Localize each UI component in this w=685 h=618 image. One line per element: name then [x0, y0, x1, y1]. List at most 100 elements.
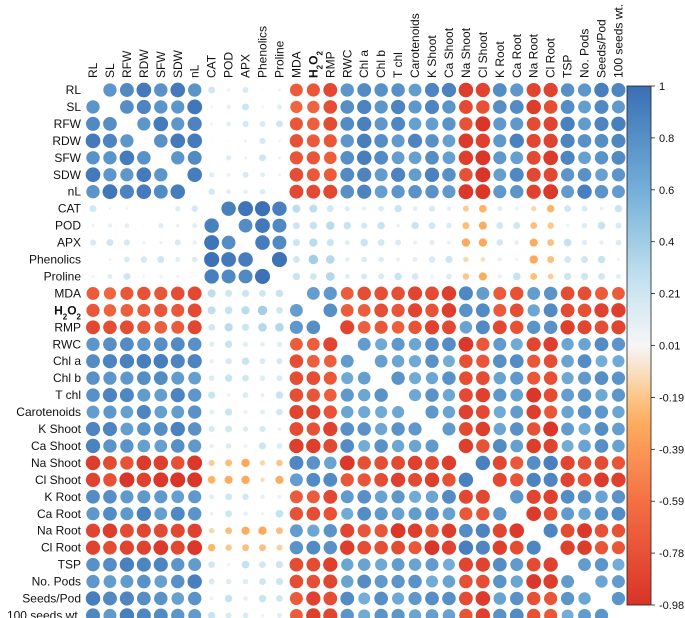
- correlation-circle: [578, 439, 591, 453]
- column-label: Na Root: [527, 33, 541, 78]
- correlation-circle: [306, 134, 320, 148]
- column-label: TSP: [561, 55, 575, 78]
- correlation-circle: [289, 83, 303, 97]
- correlation-circle: [260, 172, 265, 178]
- correlation-circle: [578, 608, 592, 618]
- correlation-circle: [509, 133, 524, 149]
- correlation-circle: [306, 438, 321, 454]
- correlation-circle: [307, 100, 320, 114]
- correlation-circle: [119, 150, 135, 166]
- correlation-circle: [153, 116, 169, 132]
- correlation-circle: [306, 320, 321, 335]
- column-label: SFW: [154, 51, 168, 78]
- correlation-circle: [153, 184, 168, 199]
- correlation-circle: [292, 238, 301, 247]
- correlation-circle: [391, 405, 405, 419]
- correlation-circle: [323, 100, 338, 114]
- correlation-circle: [341, 507, 354, 520]
- correlation-circle: [543, 286, 558, 301]
- correlation-circle: [442, 405, 456, 419]
- correlation-circle: [306, 557, 321, 572]
- correlation-circle: [159, 240, 163, 245]
- correlation-circle: [510, 338, 523, 351]
- correlation-circle: [560, 286, 575, 301]
- correlation-circle: [544, 608, 558, 618]
- correlation-circle: [391, 83, 405, 97]
- column-label: Phenolics: [256, 26, 270, 78]
- correlation-circle: [425, 303, 439, 318]
- correlation-circle: [356, 150, 372, 166]
- correlation-circle: [594, 133, 609, 148]
- correlation-circle: [611, 320, 626, 335]
- correlation-circle: [259, 460, 266, 466]
- correlation-circle: [594, 116, 609, 131]
- correlation-circle: [207, 289, 216, 298]
- correlation-circle: [276, 104, 282, 110]
- correlation-circle: [123, 239, 131, 246]
- column-label: 100 seeds wt.: [611, 4, 625, 78]
- correlation-circle: [154, 591, 168, 606]
- correlation-circle: [119, 354, 135, 369]
- correlation-circle: [374, 439, 388, 453]
- correlation-circle: [459, 371, 473, 385]
- correlation-circle: [272, 201, 287, 216]
- correlation-circle: [424, 167, 440, 182]
- correlation-circle: [526, 438, 541, 454]
- correlation-circle: [309, 238, 318, 247]
- correlation-circle: [123, 256, 130, 263]
- correlation-circle: [510, 83, 524, 97]
- correlation-circle: [140, 256, 148, 263]
- correlation-circle: [136, 404, 151, 420]
- correlation-circle: [326, 238, 334, 247]
- correlation-circle: [208, 528, 215, 534]
- correlation-circle: [137, 117, 151, 131]
- correlation-circle: [560, 472, 575, 487]
- correlation-circle: [611, 337, 626, 351]
- correlation-circle: [341, 575, 354, 588]
- correlation-circle: [425, 506, 439, 521]
- row-label: Phenolics: [29, 253, 81, 267]
- correlation-circle: [361, 273, 368, 280]
- correlation-circle: [544, 591, 558, 606]
- correlation-circle: [323, 472, 338, 487]
- correlation-circle: [459, 507, 473, 521]
- correlation-circle: [561, 354, 574, 368]
- correlation-circle: [241, 526, 250, 535]
- colorbar-tick-label: 1: [659, 81, 665, 93]
- correlation-circle: [578, 592, 591, 605]
- correlation-circle: [323, 184, 338, 199]
- correlation-circle: [323, 608, 338, 618]
- correlation-circle: [275, 509, 284, 518]
- correlation-circle: [324, 456, 337, 470]
- correlation-circle: [615, 239, 622, 246]
- row-label: No. Pods: [32, 575, 81, 589]
- correlation-circle: [564, 205, 571, 212]
- correlation-circle: [137, 422, 151, 436]
- correlation-circle: [374, 83, 388, 97]
- correlation-circle: [458, 404, 474, 420]
- correlation-circle: [258, 322, 267, 332]
- correlation-circle: [476, 100, 490, 114]
- correlation-circle: [408, 558, 422, 571]
- correlation-circle: [493, 422, 506, 436]
- correlation-circle: [510, 558, 524, 572]
- correlation-circle: [492, 354, 507, 369]
- correlation-circle: [86, 320, 100, 335]
- correlation-circle: [357, 167, 372, 182]
- correlation-circle: [341, 405, 354, 419]
- correlation-circle: [289, 388, 304, 402]
- correlation-circle: [154, 507, 168, 521]
- correlation-circle: [242, 544, 249, 552]
- correlation-circle: [119, 83, 134, 97]
- correlation-circle: [475, 557, 490, 572]
- correlation-circle: [441, 303, 457, 318]
- correlation-circle: [408, 286, 423, 301]
- correlation-circle: [581, 222, 588, 229]
- correlation-circle: [119, 557, 135, 572]
- correlation-circle: [447, 240, 451, 245]
- correlation-circle: [475, 167, 491, 183]
- correlation-circle: [309, 204, 318, 213]
- correlation-circle: [391, 355, 405, 368]
- correlation-circle: [323, 388, 337, 402]
- correlation-circle: [357, 422, 371, 436]
